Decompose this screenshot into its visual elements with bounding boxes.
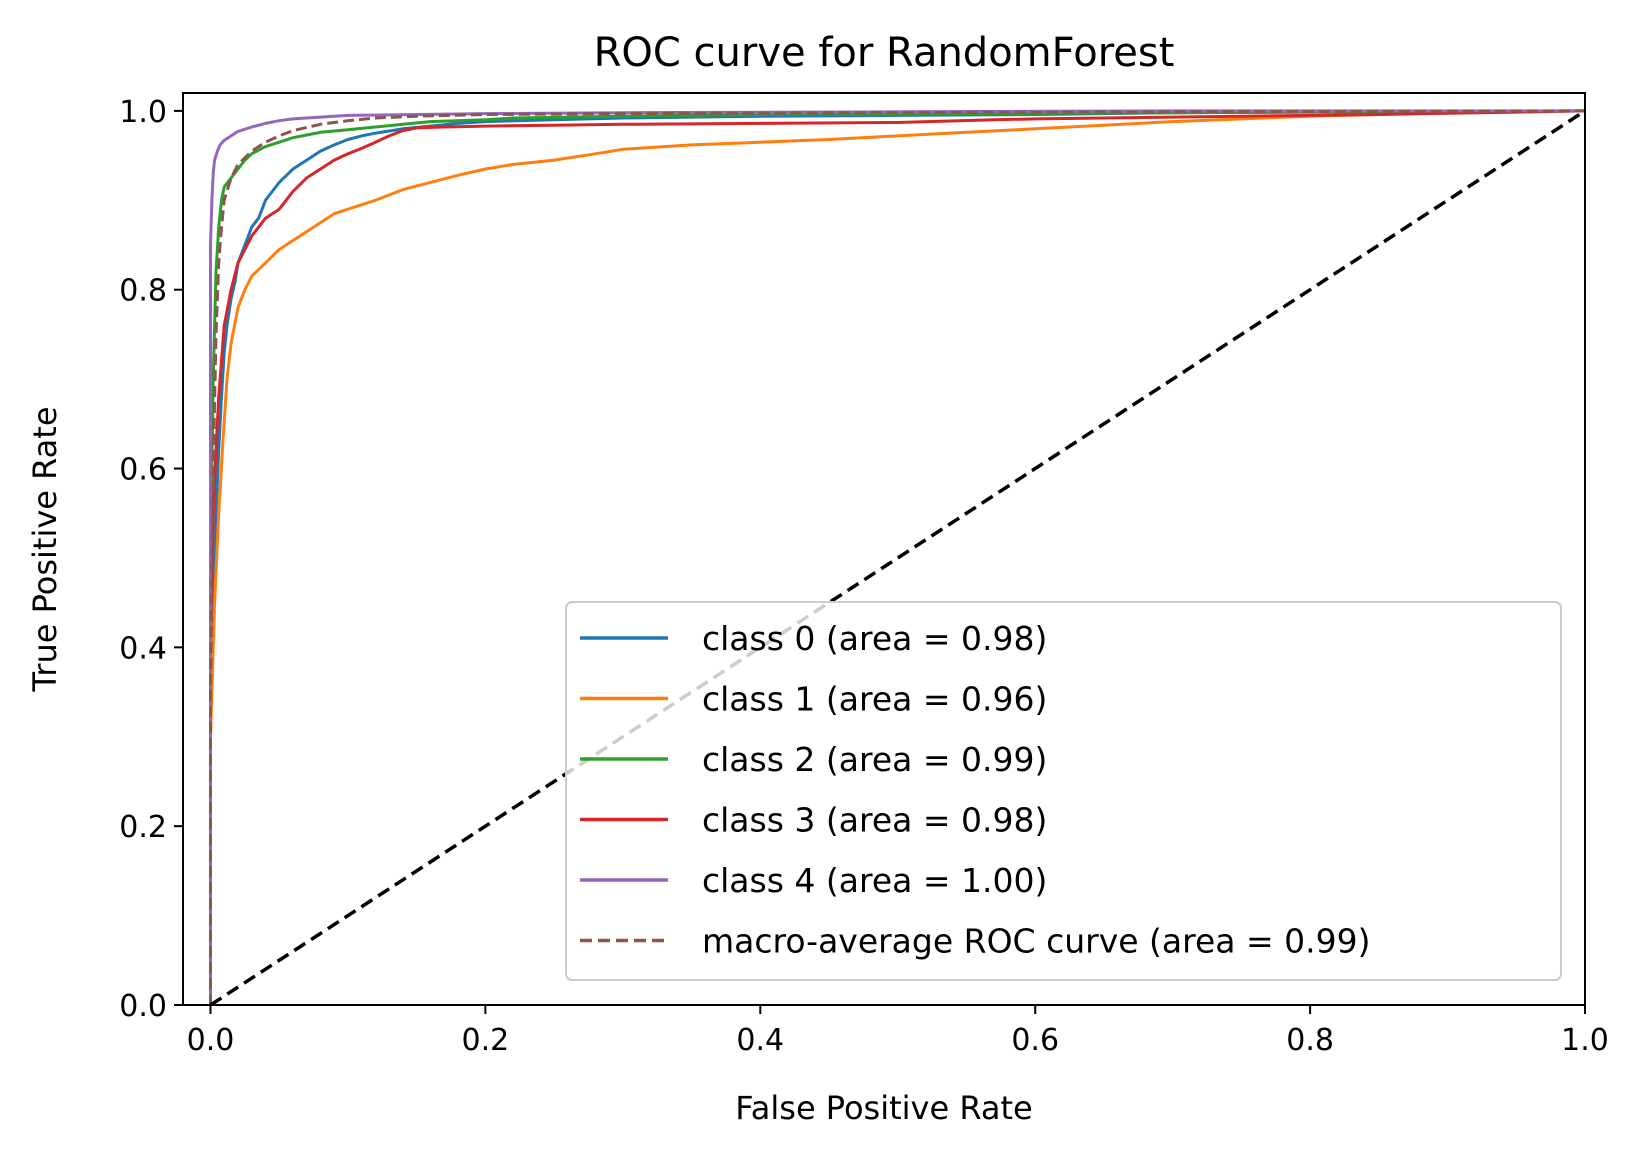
- legend-label-0: class 0 (area = 0.98): [702, 619, 1047, 658]
- y-tick-label: 0.0: [119, 989, 167, 1024]
- y-tick-label: 1.0: [119, 95, 167, 130]
- y-axis: 0.0 0.2 0.4 0.6 0.8 1.0: [119, 95, 183, 1024]
- x-tick-label: 0.4: [736, 1023, 784, 1058]
- x-tick-label: 0.0: [187, 1023, 235, 1058]
- series-line-3: [209, 109, 1585, 1005]
- legend-label-1: class 1 (area = 0.96): [702, 680, 1047, 719]
- legend-label-5: macro-average ROC curve (area = 0.99): [702, 922, 1370, 961]
- x-axis-label: False Positive Rate: [735, 1089, 1032, 1127]
- x-tick-label: 0.8: [1286, 1023, 1334, 1058]
- x-tick-label: 0.2: [462, 1023, 510, 1058]
- x-tick-label: 1.0: [1561, 1023, 1609, 1058]
- legend-label-3: class 3 (area = 0.98): [702, 801, 1047, 840]
- legend-frame: [565, 601, 1562, 981]
- legend-label-2: class 2 (area = 0.99): [702, 740, 1047, 779]
- y-tick-label: 0.2: [119, 810, 167, 845]
- y-tick-label: 0.6: [119, 453, 167, 488]
- series-line-5: [209, 109, 1585, 1005]
- y-axis-label: True Positive Rate: [26, 406, 64, 692]
- chance-diagonal-line: [209, 109, 1585, 1005]
- series-line-1: [209, 109, 1585, 1005]
- legend: class 0 (area = 0.98) class 1 (area = 0.9…: [565, 601, 1562, 981]
- x-axis: 0.0 0.2 0.4 0.6 0.8 1.0: [187, 1005, 1609, 1058]
- chart-title: ROC curve for RandomForest: [594, 30, 1175, 76]
- y-tick-label: 0.4: [119, 631, 167, 666]
- y-tick-label: 0.8: [119, 274, 167, 309]
- legend-label-4: class 4 (area = 1.00): [702, 861, 1047, 900]
- series-line-0: [209, 109, 1585, 1005]
- axes-frame: [182, 92, 1586, 1006]
- x-tick-label: 0.6: [1011, 1023, 1059, 1058]
- plot-area: [209, 109, 1585, 1005]
- series-line-2: [209, 109, 1585, 1005]
